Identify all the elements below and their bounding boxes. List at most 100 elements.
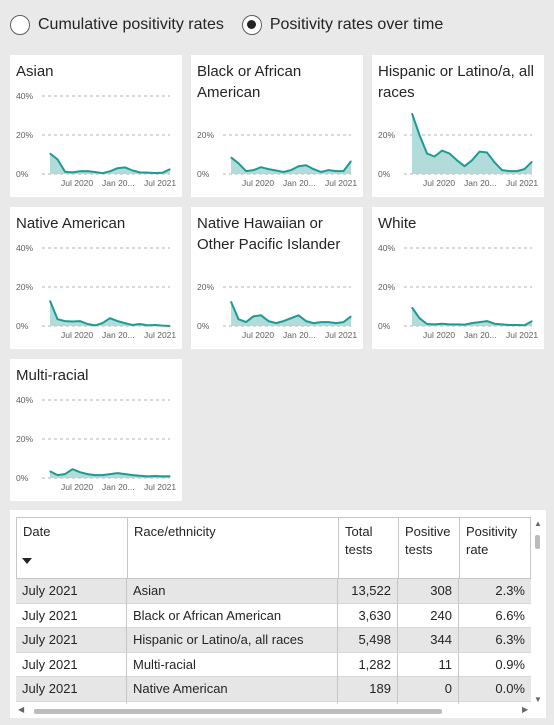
data-point	[282, 320, 285, 322]
y-tick-label: 0%	[197, 169, 210, 179]
scroll-left-icon[interactable]: ◀	[18, 705, 25, 714]
y-tick-label: 20%	[378, 130, 395, 140]
data-point	[297, 314, 300, 316]
chart-title: Multi-racial	[16, 367, 89, 384]
data-point	[124, 166, 126, 168]
horizontal-scroll-thumb[interactable]	[34, 709, 442, 714]
data-point	[350, 315, 352, 317]
area-chart: 20% 0% Jul 2020 Jan 20... Jul 2021	[197, 282, 357, 340]
data-point	[418, 134, 421, 136]
y-tick-label: 20%	[378, 282, 395, 292]
area-chart: 40% 20% 0% Jul 2020 Jan 20... Jul 2021	[16, 91, 176, 188]
x-tick-label: Jan 20...	[283, 330, 316, 340]
series-area	[50, 153, 170, 174]
chart-card[interactable]: 20% 0% Jul 2020 Jan 20... Jul 2021 Hispanic o…	[372, 55, 544, 197]
x-tick-label: Jul 2021	[506, 178, 538, 188]
chart-card[interactable]: 40% 20% 0% Jul 2020 Jan 20... Jul 2021 Asian	[10, 55, 182, 197]
data-point	[471, 159, 473, 161]
data-point	[131, 169, 134, 172]
x-tick-label: Jul 2021	[144, 482, 176, 492]
area-chart: 40% 20% 0% Jul 2020 Jan 20... Jul 2021	[378, 243, 538, 340]
area-chart: 40% 20% 0% Jul 2020 Jan 20... Jul 2021	[16, 395, 176, 492]
area-chart: 20% 0% Jul 2020 Jan 20... Jul 2021	[378, 112, 538, 188]
column-header-positive-tests[interactable]: Positive tests	[398, 518, 459, 578]
data-point	[71, 171, 74, 173]
data-point	[116, 472, 119, 474]
chart-card[interactable]: 20% 0% Jul 2020 Jan 20... Jul 2021 Black or A…	[191, 55, 363, 197]
data-point	[523, 324, 526, 326]
series-area	[412, 113, 532, 174]
data-point	[146, 324, 149, 326]
horizontal-scrollbar[interactable]: ◀ ▶	[16, 705, 531, 716]
table-cell: July 2021	[22, 681, 78, 696]
scroll-right-icon[interactable]: ▶	[522, 705, 529, 714]
radio-circle-over-time[interactable]	[241, 15, 262, 35]
scroll-down-icon[interactable]: ▼	[534, 695, 542, 704]
table-row[interactable]: July 2021 Native American 189 0 0.0%	[16, 677, 531, 702]
data-point	[478, 321, 481, 323]
table-cell: July 2021	[16, 702, 126, 705]
chart-card[interactable]: 40% 20% 0% Jul 2020 Jan 20... Jul 2021 Native …	[10, 207, 182, 349]
y-tick-label: 20%	[197, 130, 214, 140]
data-point	[290, 169, 292, 171]
table-cell: 23	[397, 701, 458, 704]
chart-card[interactable]: 40% 20% 0% Jul 2020 Jan 20... Jul 2021 Multi-r…	[10, 359, 182, 501]
sort-descending-icon[interactable]	[22, 558, 32, 564]
chart-title: Asian	[16, 63, 54, 80]
data-point	[109, 317, 111, 319]
data-point	[109, 473, 111, 475]
data-point	[230, 156, 232, 158]
y-tick-label: 0%	[16, 169, 29, 179]
column-header-total-tests[interactable]: Total tests	[338, 518, 398, 578]
scroll-up-icon[interactable]: ▲	[534, 519, 542, 528]
column-header-date[interactable]: Date	[17, 518, 127, 578]
x-tick-label: Jan 20...	[464, 178, 497, 188]
table-row[interactable]: July 2021 Multi-racial 1,282 11 0.9%	[16, 652, 531, 677]
data-point	[101, 474, 104, 476]
data-point	[139, 171, 141, 173]
data-point	[131, 474, 134, 476]
data-point	[116, 167, 119, 169]
data-point	[456, 323, 458, 325]
chart-card[interactable]: 40% 20% 0% Jul 2020 Jan 20... Jul 2021 White	[372, 207, 544, 349]
data-point	[327, 321, 330, 323]
data-point	[56, 158, 59, 160]
vertical-scrollbar[interactable]: ▲ ▼	[533, 517, 543, 707]
y-tick-label: 0%	[16, 473, 29, 483]
data-point	[342, 170, 345, 172]
data-point	[169, 325, 171, 327]
table-cell: 1,282	[337, 652, 397, 677]
data-point	[486, 320, 488, 322]
table-cell: 4.9%	[458, 701, 531, 704]
area-chart: 40% 20% 0% Jul 2020 Jan 20... Jul 2021	[16, 243, 176, 340]
radio-cumulative[interactable]: Cumulative positivity rates	[10, 15, 224, 35]
vertical-scroll-thumb[interactable]	[535, 535, 540, 549]
table-row[interactable]: July 2021 Black or African American 3,630 2…	[16, 603, 531, 628]
x-tick-label: Jan 20...	[102, 482, 135, 492]
data-point	[245, 321, 247, 323]
table-row[interactable]: July 2021 Asian 13,522 308 2.3%	[16, 579, 531, 604]
data-point	[252, 169, 255, 171]
data-point	[335, 170, 337, 172]
data-point	[478, 151, 481, 153]
column-header-positivity-rate[interactable]: Positivity rate	[459, 518, 532, 578]
data-point	[71, 468, 74, 470]
data-point	[101, 322, 104, 324]
data-point	[312, 322, 315, 324]
radio-over-time[interactable]: Positivity rates over time	[241, 15, 443, 35]
y-tick-label: 40%	[16, 243, 33, 253]
table-cell: July 2021	[22, 656, 78, 672]
table-cell: 0.9%	[458, 652, 531, 677]
data-point	[493, 323, 496, 325]
column-header-race[interactable]: Race/ethnicity	[127, 518, 338, 578]
table-cell: 465	[337, 701, 397, 704]
radio-circle-cumulative[interactable]	[10, 15, 30, 35]
data-point	[471, 322, 473, 324]
data-point	[94, 171, 96, 173]
table-row[interactable]: July 2021 Hispanic or Latino/a, all races…	[16, 628, 531, 653]
data-point	[79, 320, 81, 322]
column-header-date-label: Date	[23, 524, 51, 539]
series-area	[231, 157, 351, 174]
chart-card[interactable]: 20% 0% Jul 2020 Jan 20... Jul 2021 Native Haw…	[191, 207, 363, 349]
